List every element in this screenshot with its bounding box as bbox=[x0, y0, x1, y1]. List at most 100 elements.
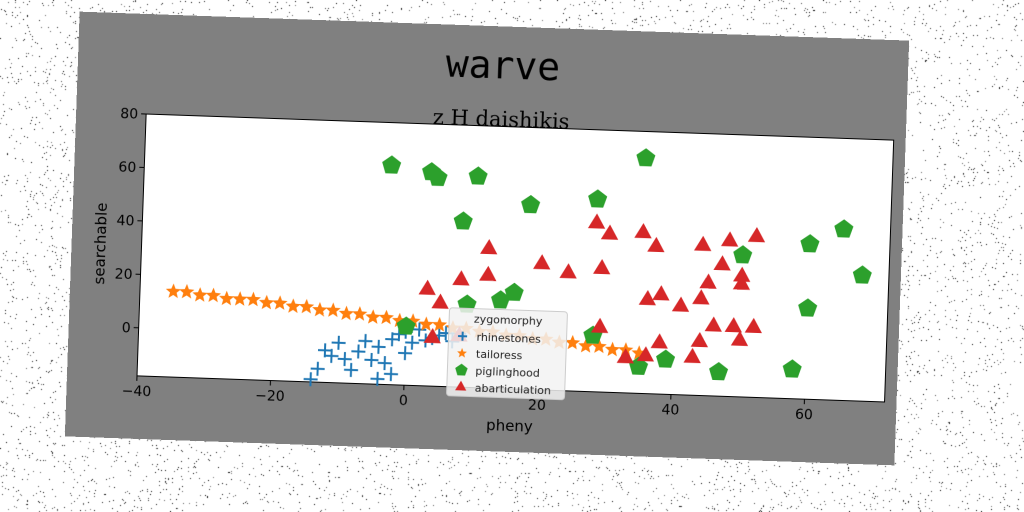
piglinghood-point-19 bbox=[656, 349, 676, 368]
abarticulation-point-28 bbox=[704, 316, 722, 332]
piglinghood-point-16 bbox=[396, 316, 416, 335]
abarticulation-point-32 bbox=[636, 346, 655, 362]
piglinghood-point-8 bbox=[834, 219, 854, 238]
piglinghood-point-21 bbox=[782, 359, 802, 378]
abarticulation-point-12 bbox=[671, 296, 690, 312]
legend-entry-piglinghood: piglinghood bbox=[475, 365, 540, 380]
rhinestones-point-1 bbox=[310, 361, 325, 376]
abarticulation-point-11 bbox=[692, 289, 710, 305]
tailoress-point-2 bbox=[192, 287, 208, 302]
piglinghood-point-10 bbox=[800, 234, 820, 253]
rhinestones-point-3 bbox=[324, 348, 339, 363]
x-tick-label-3: 20 bbox=[528, 398, 546, 415]
y-tick-label-0: 0 bbox=[121, 320, 130, 336]
tailoress-point-10 bbox=[298, 298, 315, 314]
legend-entry-tailoress: tailoress bbox=[476, 348, 523, 363]
abarticulation-point-9 bbox=[732, 274, 751, 290]
tailoress-point-16 bbox=[378, 309, 394, 325]
figure: warve z H daishikis −40 −20 0 20 40 60 0 20 40 60… bbox=[64, 11, 910, 466]
legend-marker-rhinestones bbox=[457, 331, 468, 341]
tailoress-point-19 bbox=[418, 316, 434, 332]
abarticulation-point-27 bbox=[690, 331, 709, 348]
abarticulation-point-26 bbox=[650, 333, 668, 349]
legend-title: zygomorphy bbox=[474, 313, 543, 328]
tailoress-point-12 bbox=[325, 302, 341, 318]
rhinestones-point-5 bbox=[337, 352, 352, 367]
piglinghood-point-7 bbox=[636, 148, 656, 167]
abarticulation-point-14 bbox=[652, 285, 670, 301]
tailoress-point-35 bbox=[631, 345, 647, 360]
rhinestones-point-16 bbox=[398, 346, 413, 361]
piglinghood-point-3 bbox=[468, 166, 488, 185]
legend-entry-abarticulation: abarticulation bbox=[475, 382, 552, 398]
rhinestones-point-4 bbox=[331, 335, 346, 350]
x-tick-label-1: −20 bbox=[255, 388, 285, 405]
rhinestones-point-11 bbox=[371, 339, 386, 354]
abarticulation-point-33 bbox=[683, 347, 701, 364]
legend-marker-piglinghood bbox=[455, 363, 468, 376]
tailoress-point-8 bbox=[272, 295, 288, 310]
rhinestones-point-19 bbox=[412, 322, 427, 337]
legend-box bbox=[446, 307, 568, 401]
tailoress-point-32 bbox=[591, 338, 607, 354]
tailoress-point-5 bbox=[232, 291, 248, 306]
chart-axes: −40 −20 0 20 40 60 0 20 40 60 80 bbox=[114, 106, 813, 424]
tailoress-point-31 bbox=[578, 338, 594, 353]
rhinestones-point-6 bbox=[344, 362, 359, 377]
abarticulation-point-17 bbox=[533, 254, 551, 270]
abarticulation-point-31 bbox=[730, 330, 749, 347]
rhinestones-point-8 bbox=[358, 334, 373, 349]
tailoress-point-15 bbox=[365, 309, 381, 324]
piglinghood-point-5 bbox=[521, 195, 541, 214]
abarticulation-point-2 bbox=[634, 223, 652, 239]
series-abarticulation bbox=[418, 213, 766, 364]
y-tick-label-4: 80 bbox=[120, 106, 138, 123]
y-tick-label-1: 20 bbox=[114, 266, 132, 283]
abarticulation-point-4 bbox=[694, 235, 712, 252]
abarticulation-point-5 bbox=[720, 231, 739, 247]
abarticulation-point-29 bbox=[724, 317, 742, 333]
y-tick-label-3: 60 bbox=[118, 160, 136, 177]
abarticulation-point-22 bbox=[431, 293, 449, 309]
piglinghood-point-12 bbox=[798, 298, 818, 317]
rhinestones-point-9 bbox=[364, 352, 379, 368]
piglinghood-point-13 bbox=[504, 282, 524, 301]
piglinghood-point-9 bbox=[852, 265, 872, 284]
abarticulation-point-10 bbox=[699, 273, 717, 289]
abarticulation-point-15 bbox=[593, 259, 611, 275]
piglinghood-point-18 bbox=[629, 356, 649, 375]
tailoress-point-6 bbox=[245, 291, 261, 307]
abarticulation-point-8 bbox=[733, 266, 751, 282]
abarticulation-point-21 bbox=[418, 279, 436, 296]
chart-title: warve bbox=[445, 41, 561, 89]
series-piglinghood bbox=[382, 148, 872, 381]
rhinestones-point-12 bbox=[377, 356, 392, 371]
tailoress-point-13 bbox=[338, 305, 354, 321]
piglinghood-point-6 bbox=[588, 189, 608, 208]
abarticulation-point-23 bbox=[423, 328, 441, 344]
chart-legend: zygomorphy rhinestones tailoress piglinghoo… bbox=[446, 307, 568, 401]
x-tick-label-0: −40 bbox=[121, 383, 151, 400]
abarticulation-point-25 bbox=[590, 317, 609, 334]
chart-marks bbox=[165, 148, 872, 387]
tailoress-point-3 bbox=[205, 287, 222, 303]
abarticulation-point-7 bbox=[713, 255, 731, 271]
x-axis-label: pheny bbox=[486, 416, 533, 436]
abarticulation-point-20 bbox=[452, 270, 470, 286]
legend-marker-abarticulation bbox=[455, 380, 467, 391]
rhinestones-point-7 bbox=[351, 344, 366, 359]
tailoress-point-20 bbox=[431, 316, 448, 332]
tailoress-point-30 bbox=[564, 334, 581, 350]
rhinestones-point-0 bbox=[303, 372, 318, 387]
rhinestones-point-10 bbox=[370, 371, 385, 386]
tailoress-point-0 bbox=[165, 283, 182, 299]
abarticulation-point-18 bbox=[480, 239, 498, 255]
x-tick-label-4: 40 bbox=[661, 402, 679, 419]
abarticulation-point-13 bbox=[638, 290, 656, 306]
x-tick-label-5: 60 bbox=[795, 407, 813, 424]
rhinestones-point-18 bbox=[405, 335, 420, 350]
y-axis-label: searchable bbox=[90, 202, 111, 285]
abarticulation-point-30 bbox=[744, 317, 762, 334]
x-tick-label-2: 0 bbox=[399, 393, 408, 409]
piglinghood-point-4 bbox=[453, 211, 473, 230]
